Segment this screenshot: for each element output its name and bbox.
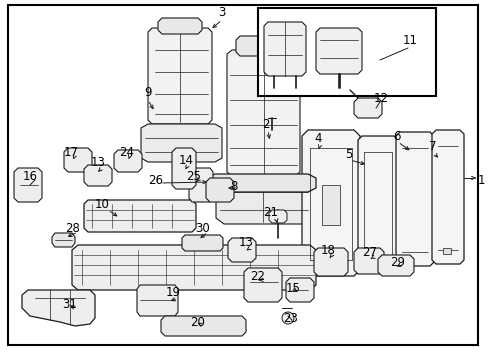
- Circle shape: [282, 312, 293, 324]
- Polygon shape: [226, 50, 299, 176]
- Text: 4: 4: [314, 131, 321, 144]
- Polygon shape: [52, 233, 75, 247]
- Polygon shape: [244, 268, 282, 302]
- Polygon shape: [22, 290, 95, 326]
- Polygon shape: [395, 132, 433, 266]
- Text: 30: 30: [195, 221, 210, 234]
- Text: 13: 13: [90, 157, 105, 170]
- Polygon shape: [377, 255, 413, 276]
- Polygon shape: [353, 98, 381, 118]
- Polygon shape: [161, 316, 245, 336]
- Text: 1: 1: [477, 175, 485, 188]
- Text: 27: 27: [362, 247, 377, 260]
- Polygon shape: [137, 285, 178, 316]
- Bar: [442, 248, 450, 254]
- Polygon shape: [353, 248, 383, 274]
- Polygon shape: [148, 28, 212, 124]
- Polygon shape: [357, 136, 397, 269]
- Polygon shape: [227, 238, 256, 262]
- Text: 24: 24: [119, 147, 134, 159]
- Text: 13: 13: [238, 237, 253, 249]
- Text: 12: 12: [373, 91, 387, 104]
- Polygon shape: [158, 18, 202, 34]
- Text: 16: 16: [22, 171, 38, 184]
- Polygon shape: [114, 150, 142, 172]
- Text: 8: 8: [230, 180, 237, 194]
- Text: 25: 25: [186, 170, 201, 183]
- Text: 21: 21: [263, 207, 278, 220]
- Text: 18: 18: [320, 244, 335, 257]
- Polygon shape: [84, 200, 196, 232]
- Polygon shape: [189, 168, 213, 202]
- Polygon shape: [206, 174, 315, 192]
- Polygon shape: [264, 22, 305, 76]
- Polygon shape: [236, 36, 291, 56]
- Text: 14: 14: [178, 153, 193, 166]
- Polygon shape: [64, 148, 92, 172]
- Text: 5: 5: [345, 148, 352, 161]
- Polygon shape: [313, 248, 347, 276]
- Polygon shape: [172, 148, 196, 189]
- Text: 23: 23: [283, 311, 298, 324]
- Polygon shape: [14, 168, 42, 202]
- Polygon shape: [216, 176, 309, 224]
- Polygon shape: [302, 130, 359, 276]
- Text: 20: 20: [190, 315, 205, 328]
- Bar: [258, 8, 435, 96]
- Text: 7: 7: [428, 140, 436, 153]
- Text: 15: 15: [285, 282, 300, 294]
- Bar: [321, 185, 339, 225]
- Polygon shape: [285, 278, 313, 302]
- Text: 10: 10: [94, 198, 109, 211]
- Text: 9: 9: [144, 86, 151, 99]
- Polygon shape: [315, 28, 361, 74]
- Polygon shape: [84, 165, 112, 186]
- Polygon shape: [72, 245, 315, 290]
- Polygon shape: [182, 235, 223, 251]
- Text: 31: 31: [62, 298, 77, 311]
- Text: 19: 19: [165, 287, 180, 300]
- Polygon shape: [205, 178, 234, 202]
- Text: 17: 17: [63, 147, 79, 159]
- Text: 2: 2: [262, 118, 269, 131]
- Polygon shape: [141, 124, 222, 162]
- Text: 22: 22: [250, 270, 265, 283]
- Text: 26: 26: [148, 175, 163, 188]
- Polygon shape: [268, 210, 286, 223]
- Text: 28: 28: [65, 221, 80, 234]
- Text: 29: 29: [390, 256, 405, 269]
- Polygon shape: [431, 130, 463, 264]
- Text: 11: 11: [402, 33, 417, 46]
- Text: 3: 3: [218, 5, 225, 18]
- Text: 6: 6: [392, 130, 400, 143]
